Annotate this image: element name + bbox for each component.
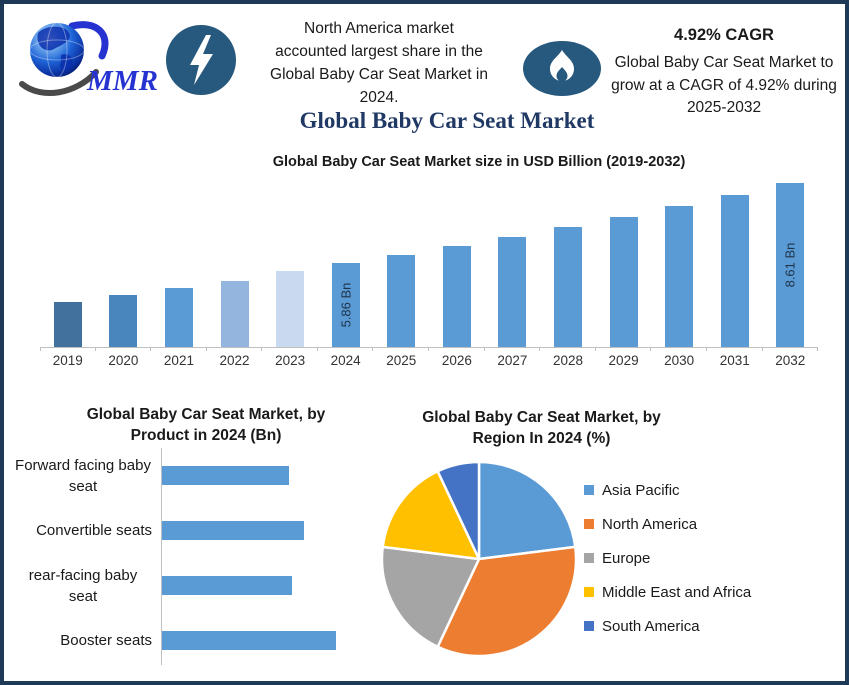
bar-slot-2026: 2026 — [429, 163, 485, 368]
lightning-icon — [166, 25, 236, 95]
bar-chart-title: Global Baby Car Seat Market size in USD … — [272, 154, 686, 170]
cagr-block: 4.92% CAGR Global Baby Car Seat Market t… — [602, 26, 845, 120]
legend-swatch — [584, 621, 594, 631]
bar-slot-2030: 2030 — [651, 163, 707, 368]
product-chart: Global Baby Car Seat Market, by Product … — [14, 394, 374, 679]
hbar-3 — [162, 576, 292, 595]
bar-slot-2025: 2025 — [373, 163, 429, 368]
product-row: rear-facing baby seat — [14, 558, 374, 613]
bar-slot-2028: 2028 — [540, 163, 596, 368]
hbar-4 — [162, 631, 336, 650]
year-label: 2026 — [441, 353, 472, 368]
bar-slot-2023: 2023 — [262, 163, 318, 368]
na-highlight-text: North America market accounted largest s… — [270, 20, 488, 106]
product-row: Convertible seats — [14, 503, 374, 558]
legend-item: Asia Pacific — [584, 479, 751, 501]
mmr-logo: MMR — [19, 21, 158, 97]
year-label: 2024 — [330, 353, 361, 368]
bar-slot-2020: 2020 — [96, 163, 152, 368]
year-label: 2030 — [664, 353, 695, 368]
product-row: Forward facing baby seat — [14, 448, 374, 503]
region-chart-title: Global Baby Car Seat Market, by Region I… — [422, 409, 661, 447]
flame-icon — [523, 41, 601, 96]
pie-legend: Asia Pacific North America Europe Middle Ea… — [584, 479, 751, 649]
bar-slot-2027: 2027 — [485, 163, 541, 368]
cagr-heading: 4.92% CAGR — [674, 26, 774, 44]
bar-2019 — [53, 302, 82, 347]
legend-swatch — [584, 485, 594, 495]
pie-slice-middle-east-and-africa — [381, 469, 481, 561]
bar-2032: 8.61 Bn — [776, 183, 805, 347]
category-label: Forward facing baby seat — [15, 456, 151, 495]
bar-slot-2019: 2019 — [40, 163, 96, 368]
logo-text: MMR — [86, 65, 158, 97]
year-label: 2023 — [275, 353, 306, 368]
product-row: Booster seats — [14, 613, 374, 668]
legend-label: Europe — [602, 549, 651, 567]
year-label: 2021 — [163, 353, 194, 368]
bar-chart-plot: 2019 2020 2021 2022 2023 5.86 Bn 2024 2025 2026 2… — [40, 163, 818, 378]
legend-label: South America — [602, 617, 700, 635]
category-label: Booster seats — [60, 632, 152, 649]
pie-slice-asia-pacific — [477, 460, 577, 561]
legend-swatch — [584, 553, 594, 563]
legend-item: South America — [584, 615, 751, 637]
bar-slot-2024: 5.86 Bn 2024 — [318, 163, 374, 368]
product-y-axis — [161, 448, 162, 665]
year-label: 2028 — [552, 353, 584, 368]
bar-2030 — [665, 206, 694, 347]
bar-2022 — [220, 281, 249, 347]
year-label: 2025 — [386, 353, 417, 368]
year-label: 2029 — [608, 353, 639, 368]
bar-2023 — [276, 271, 305, 347]
legend-item: Europe — [584, 547, 751, 569]
legend-label: Asia Pacific — [602, 481, 680, 499]
category-label: rear-facing baby seat — [28, 566, 138, 605]
bar-2020 — [109, 295, 138, 347]
bar-value-label: 5.86 Bn — [338, 282, 354, 328]
bar-slot-2022: 2022 — [207, 163, 263, 368]
category-label: Convertible seats — [36, 522, 152, 539]
bar-slot-2031: 2031 — [707, 163, 763, 368]
legend-swatch — [584, 587, 594, 597]
bar-2028 — [553, 227, 582, 347]
pie-chart — [380, 460, 578, 658]
legend-swatch — [584, 519, 594, 529]
logo-globe-icon — [29, 22, 85, 78]
hbar-1 — [162, 466, 289, 485]
bar-slot-2021: 2021 — [151, 163, 207, 368]
hbar-2 — [162, 521, 304, 540]
bar-slot-2032: 8.61 Bn 2032 — [763, 163, 819, 368]
year-label: 2020 — [108, 353, 139, 368]
main-title: Global Baby Car Seat Market — [299, 108, 595, 133]
product-chart-title: Global Baby Car Seat Market, by Product … — [86, 406, 326, 444]
logo-swoosh — [19, 21, 109, 97]
pie-slice-south-america — [436, 460, 481, 561]
year-label: 2031 — [719, 353, 750, 368]
bar-2024: 5.86 Bn — [331, 263, 360, 347]
pie-slice-europe — [380, 545, 481, 649]
bar-slot-2029: 2029 — [596, 163, 652, 368]
legend-item: Middle East and Africa — [584, 581, 751, 603]
bar-2026 — [442, 246, 471, 347]
product-chart-rows: Forward facing baby seat Convertible seat… — [14, 448, 374, 668]
cagr-text: Global Baby Car Seat Market to grow at a… — [611, 54, 837, 116]
bar-2025 — [387, 255, 416, 347]
legend-label: Middle East and Africa — [602, 583, 752, 601]
legend-label: North America — [602, 515, 698, 533]
bar-value-label: 8.61 Bn — [782, 242, 798, 288]
bar-2021 — [164, 288, 193, 347]
bar-2027 — [498, 237, 527, 347]
year-label: 2032 — [775, 353, 806, 368]
bar-2029 — [609, 217, 638, 347]
legend-item: North America — [584, 513, 751, 535]
year-label: 2019 — [52, 353, 83, 368]
bar-2031 — [720, 195, 749, 347]
year-label: 2027 — [497, 353, 528, 368]
year-label: 2022 — [219, 353, 250, 368]
